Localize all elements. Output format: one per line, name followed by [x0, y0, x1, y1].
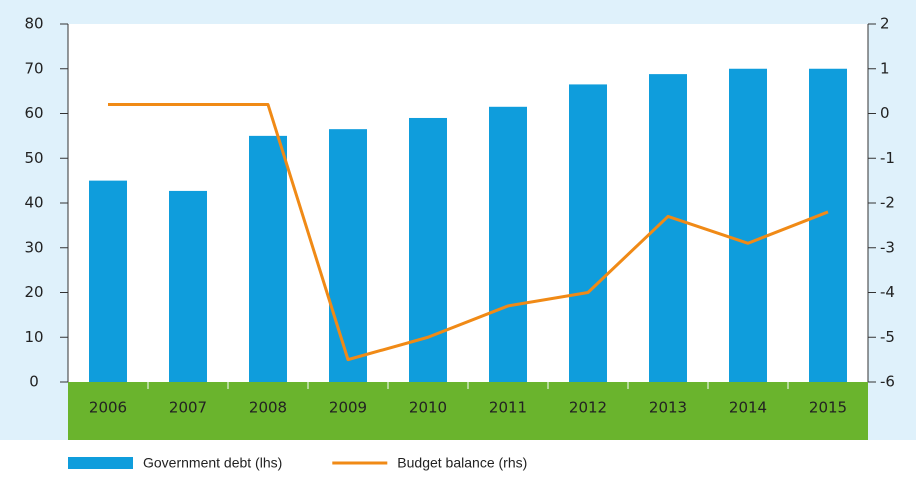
y2-tick-label: -4 — [880, 283, 895, 301]
y2-tick-label: 2 — [880, 15, 890, 33]
x-tick-label: 2008 — [249, 399, 287, 417]
y-tick-label: 40 — [24, 194, 43, 212]
x-tick-label: 2006 — [89, 399, 127, 417]
y-tick-label: 50 — [24, 149, 43, 167]
y2-tick-label: -6 — [880, 373, 895, 391]
y-tick-label: 60 — [24, 104, 43, 122]
y-tick-label: 80 — [24, 15, 43, 33]
y2-tick-label: -3 — [880, 238, 895, 256]
category-band — [68, 382, 868, 440]
bar — [809, 68, 847, 382]
x-tick-label: 2013 — [649, 399, 687, 417]
y2-tick-label: 0 — [880, 104, 890, 122]
y-tick-label: 20 — [24, 283, 43, 301]
y2-tick-label: -2 — [880, 194, 895, 212]
y2-tick-label: -1 — [880, 149, 895, 167]
x-tick-label: 2012 — [569, 399, 607, 417]
bar — [729, 68, 767, 382]
legend-label: Budget balance (rhs) — [397, 455, 527, 471]
x-tick-label: 2011 — [489, 399, 527, 417]
line — [108, 103, 829, 362]
y-tick-label: 0 — [29, 373, 39, 391]
legend-swatch — [68, 457, 133, 469]
x-tick-label: 2010 — [409, 399, 447, 417]
x-tick-label: 2007 — [169, 399, 207, 417]
bar — [569, 84, 607, 382]
bar — [249, 135, 287, 382]
bar — [89, 180, 127, 382]
y-tick-label: 30 — [24, 238, 43, 256]
y2-tick-label: 1 — [880, 59, 890, 77]
y-tick-label: 10 — [24, 328, 43, 346]
y2-tick-label: -5 — [880, 328, 895, 346]
bar — [169, 190, 207, 382]
legend-label: Government debt (lhs) — [143, 455, 282, 471]
x-tick-label: 2014 — [729, 399, 767, 417]
y-tick-label: 70 — [24, 59, 43, 77]
bar — [329, 129, 367, 382]
bar — [489, 106, 527, 382]
x-tick-label: 2009 — [329, 399, 367, 417]
x-tick-label: 2015 — [809, 399, 847, 417]
